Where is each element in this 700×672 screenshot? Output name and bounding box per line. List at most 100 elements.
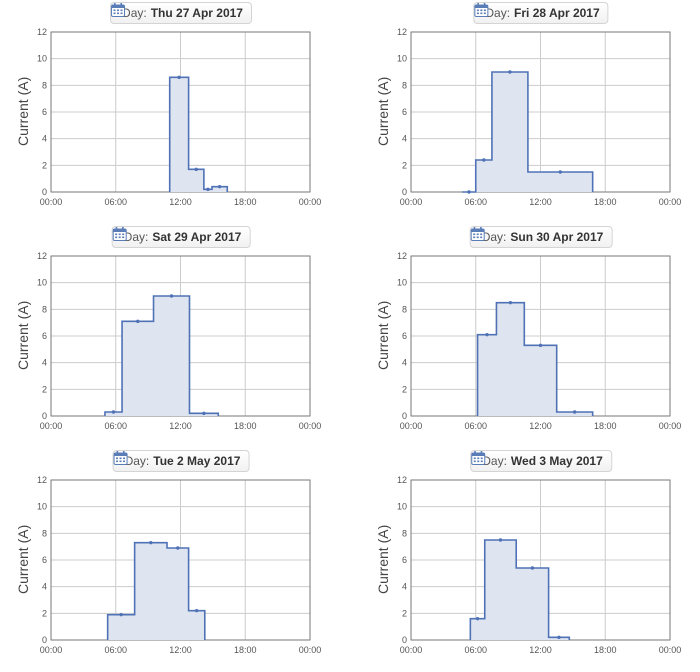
day-selector[interactable]: Day: Thu 27 Apr 2017	[110, 2, 252, 24]
x-tick-label: 12:00	[169, 197, 192, 207]
data-point	[482, 158, 486, 162]
chart-panel: Day: Fri 28 Apr 2017 Current (A) 0 2 4 6 8 10 1…	[360, 0, 700, 224]
x-tick-label: 06:00	[104, 645, 127, 655]
data-point	[136, 319, 140, 324]
data-point	[119, 612, 123, 617]
plot-area: 0 2 4 6 8 10 12 00:00 06:00 12:00 18:00 00:00	[397, 251, 682, 431]
data-point	[111, 410, 116, 414]
y-tick-label: 8	[402, 304, 407, 314]
x-tick-label: 18:00	[594, 197, 617, 207]
x-tick-label: 12:00	[169, 421, 192, 431]
data-point	[194, 167, 198, 172]
y-tick-label: 10	[37, 502, 47, 512]
chart-panel: Day: Thu 27 Apr 2017 Current (A) 0 2 4 6 8 10 1…	[0, 0, 350, 224]
y-tick-label: 8	[402, 528, 407, 538]
x-tick-label: 12:00	[529, 197, 552, 207]
y-tick-label: 12	[397, 251, 407, 261]
x-tick-label: 00:00	[40, 421, 63, 431]
x-tick-label: 18:00	[234, 645, 257, 655]
day-selector[interactable]: Day: Wed 3 May 2017	[470, 450, 612, 472]
x-tick-label: 06:00	[464, 421, 487, 431]
x-tick-label: 18:00	[594, 421, 617, 431]
x-tick-label: 18:00	[594, 645, 617, 655]
data-point	[206, 187, 210, 192]
y-tick-label: 2	[42, 160, 47, 170]
x-tick-label: 06:00	[464, 645, 487, 655]
x-tick-label: 12:00	[529, 421, 552, 431]
data-point	[217, 184, 222, 189]
y-tick-label: 4	[42, 358, 47, 368]
data-point	[177, 75, 181, 80]
plot-area: 0 2 4 6 8 10 12 00:00 06:00 12:00 18:00 00:00	[397, 475, 681, 655]
day-value: Thu 27 Apr 2017	[150, 6, 243, 20]
day-value: Tue 2 May 2017	[153, 454, 241, 468]
y-tick-label: 0	[42, 411, 47, 421]
y-tick-label: 10	[397, 54, 407, 64]
x-tick-label: 00:00	[400, 645, 423, 655]
plot-area: 0 2 4 6 8 10 12 00:00 06:00 12:00 18:00 00:00	[397, 27, 682, 207]
day-label: Day:	[482, 454, 507, 468]
day-selector[interactable]: Day: Fri 28 Apr 2017	[473, 2, 609, 24]
data-point	[557, 635, 561, 640]
y-tick-label: 4	[402, 358, 407, 368]
y-tick-label: 2	[402, 608, 407, 618]
chart-panel: Day: Wed 3 May 2017 Current (A) 0 2 4 6 8 10 12…	[360, 448, 700, 672]
data-point	[475, 616, 480, 621]
data-point	[538, 343, 543, 348]
y-tick-label: 4	[402, 134, 407, 144]
day-value: Sun 30 Apr 2017	[510, 230, 604, 244]
y-tick-label: 6	[402, 107, 407, 117]
y-tick-label: 4	[42, 582, 47, 592]
y-tick-label: 2	[402, 384, 407, 394]
series-area	[477, 302, 593, 416]
y-tick-label: 6	[42, 555, 47, 565]
y-tick-label: 2	[42, 384, 47, 394]
data-point	[169, 294, 174, 298]
y-tick-label: 6	[402, 555, 407, 565]
series-area	[169, 77, 228, 192]
x-tick-label: 06:00	[104, 421, 127, 431]
series-area	[104, 296, 219, 416]
data-point	[572, 410, 577, 414]
x-tick-label: 12:00	[529, 645, 552, 655]
data-point	[485, 332, 489, 337]
data-point	[498, 538, 503, 542]
y-tick-label: 4	[42, 134, 47, 144]
series-line	[462, 71, 594, 193]
x-tick-label: 00:00	[299, 645, 322, 655]
y-tick-label: 12	[37, 27, 47, 37]
day-label: Day:	[481, 230, 507, 244]
y-tick-label: 0	[402, 187, 407, 197]
y-tick-label: 2	[42, 608, 47, 618]
day-selector[interactable]: Day: Tue 2 May 2017	[112, 450, 250, 472]
day-selector[interactable]: Day: Sat 29 Apr 2017	[111, 226, 251, 248]
y-tick-label: 0	[402, 411, 407, 421]
y-tick-label: 0	[42, 635, 47, 645]
data-point	[558, 170, 562, 174]
x-tick-label: 00:00	[659, 421, 682, 431]
day-value: Fri 28 Apr 2017	[514, 6, 600, 20]
series-area	[107, 542, 205, 640]
chart-panel: Day: Sun 30 Apr 2017 Current (A) 0 2 4 6 8 10 1…	[360, 224, 700, 448]
plot-area: 0 2 4 6 8 10 12 00:00 06:00 12:00 18:00 00:00	[37, 27, 321, 207]
grid	[410, 31, 671, 193]
y-tick-label: 0	[42, 187, 47, 197]
y-tick-label: 8	[402, 80, 407, 90]
day-value: Wed 3 May 2017	[510, 454, 603, 468]
day-selector[interactable]: Day: Sun 30 Apr 2017	[469, 226, 613, 248]
day-label: Day:	[122, 6, 147, 20]
data-point	[202, 411, 206, 416]
day-label: Day:	[124, 454, 150, 468]
y-tick-label: 2	[402, 160, 407, 170]
data-point	[176, 546, 180, 550]
chart-panel: Day: Sat 29 Apr 2017 Current (A) 0 2 4 6 8 10 1…	[0, 224, 350, 448]
x-tick-label: 00:00	[659, 197, 682, 207]
y-tick-label: 12	[37, 251, 47, 261]
data-point	[530, 566, 535, 570]
data-point	[508, 70, 512, 74]
x-tick-label: 06:00	[104, 197, 127, 207]
y-tick-label: 10	[37, 278, 47, 288]
x-tick-label: 00:00	[299, 421, 322, 431]
y-tick-label: 12	[37, 475, 47, 485]
day-label: Day:	[485, 6, 511, 20]
